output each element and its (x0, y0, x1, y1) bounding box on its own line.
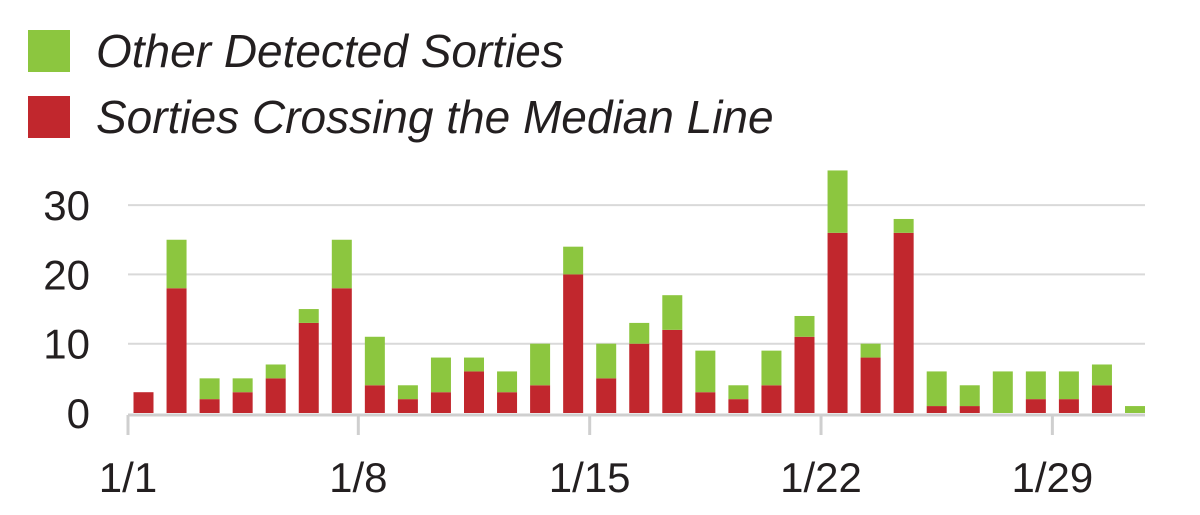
bar-median-line-sorties (133, 392, 154, 413)
x-axis (126, 413, 1145, 435)
bar-other-sorties (430, 357, 451, 393)
y-axis-labels: 0 10 20 30 (43, 182, 90, 437)
bar-median-line-sorties (860, 357, 881, 413)
bar-other-sorties (860, 343, 881, 358)
bar-other-sorties (1125, 406, 1145, 413)
bar-other-sorties (232, 378, 253, 393)
bar-other-sorties (364, 336, 385, 386)
bar-other-sorties (629, 322, 650, 344)
bar-other-sorties (959, 385, 980, 407)
bar-median-line-sorties (1091, 385, 1112, 413)
y-tick-label: 0 (67, 390, 90, 437)
x-tick-label: 1/22 (780, 454, 862, 501)
bar-other-sorties (761, 350, 782, 386)
bar-median-line-sorties (166, 288, 187, 413)
legend-label: Sorties Crossing the Median Line (96, 91, 774, 143)
x-tick-label: 1/29 (1012, 454, 1094, 501)
bar-median-line-sorties (430, 392, 451, 413)
bar-median-line-sorties (959, 406, 980, 413)
bar-other-sorties (596, 343, 617, 379)
bar-median-line-sorties (827, 232, 848, 413)
bar-other-sorties (464, 357, 484, 372)
x-axis-labels: 1/1 1/8 1/15 1/22 1/29 (99, 454, 1093, 501)
y-tick-label: 30 (43, 182, 90, 229)
bar-other-sorties (1025, 371, 1046, 400)
bar-median-line-sorties (695, 392, 716, 413)
bar-other-sorties (265, 364, 286, 379)
x-tick-label: 1/8 (329, 454, 387, 501)
bar-median-line-sorties (596, 378, 617, 413)
bar-other-sorties (397, 385, 418, 400)
bar-other-sorties (695, 350, 716, 393)
bar-other-sorties (794, 315, 815, 337)
bar-median-line-sorties (563, 274, 584, 413)
bar-median-line-sorties (893, 232, 914, 413)
bar-other-sorties (827, 170, 848, 233)
bar-median-line-sorties (530, 385, 551, 413)
bar-median-line-sorties (364, 385, 385, 413)
bar-other-sorties (166, 239, 187, 289)
bar-median-line-sorties (464, 371, 484, 413)
legend-item-other-sorties: Other Detected Sorties (28, 18, 774, 84)
bar-median-line-sorties (662, 329, 683, 413)
bars (133, 170, 1145, 413)
bar-other-sorties (1058, 371, 1079, 400)
legend-label: Other Detected Sorties (96, 25, 564, 77)
bar-median-line-sorties (1058, 399, 1079, 413)
bar-median-line-sorties (265, 378, 286, 413)
bar-median-line-sorties (926, 406, 947, 413)
bar-median-line-sorties (199, 399, 220, 413)
bar-median-line-sorties (761, 385, 782, 413)
x-tick-label: 1/1 (99, 454, 157, 501)
bar-other-sorties (563, 246, 584, 275)
bar-median-line-sorties (794, 336, 815, 413)
bar-median-line-sorties (728, 399, 749, 413)
bar-other-sorties (893, 218, 914, 233)
bar-other-sorties (662, 295, 683, 330)
bar-median-line-sorties (331, 288, 352, 413)
bar-other-sorties (530, 343, 551, 386)
x-tick-label: 1/15 (549, 454, 631, 501)
bar-other-sorties (926, 371, 947, 407)
bar-other-sorties (1091, 364, 1112, 386)
bar-median-line-sorties (497, 392, 518, 413)
bar-median-line-sorties (232, 392, 253, 413)
bar-median-line-sorties (1025, 399, 1046, 413)
legend-swatch-green (28, 30, 70, 72)
bar-median-line-sorties (298, 322, 319, 413)
bar-median-line-sorties (629, 343, 650, 413)
bar-other-sorties (199, 378, 220, 400)
bar-other-sorties (992, 371, 1013, 413)
legend-item-median-line-sorties: Sorties Crossing the Median Line (28, 84, 774, 150)
bar-other-sorties (331, 239, 352, 289)
y-tick-label: 20 (43, 251, 90, 298)
legend: Other Detected Sorties Sorties Crossing … (28, 18, 774, 150)
y-tick-label: 10 (43, 321, 90, 368)
bar-median-line-sorties (397, 399, 418, 413)
bar-other-sorties (497, 371, 518, 393)
bar-other-sorties (298, 309, 319, 323)
legend-swatch-red (28, 96, 70, 138)
bar-other-sorties (728, 385, 749, 400)
